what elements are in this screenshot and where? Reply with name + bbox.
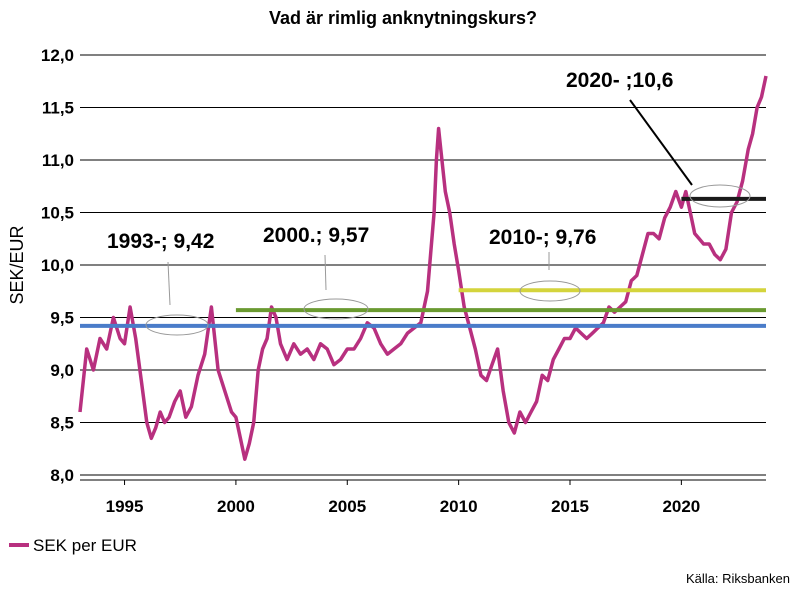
y-tick-label: 9,0	[50, 361, 74, 380]
annotation-2000: 2000.; 9,57	[263, 224, 369, 247]
x-tick-label: 2010	[440, 497, 478, 516]
legend: SEK per EUR	[9, 536, 137, 555]
source-note: Källa: Riksbanken	[686, 571, 790, 586]
data-series	[78, 75, 768, 461]
annotation-ellipse-2010	[519, 280, 581, 302]
y-tick-labels: 8,0 8,5 9,0 9,5 10,0 10,5 11,0 11,5 12,0	[41, 46, 74, 485]
annotation-ellipse-1993	[145, 314, 209, 336]
annotation-pointer-2000	[324, 254, 327, 291]
annotation-pointer-1993	[167, 261, 171, 306]
x-tick-label: 1995	[106, 497, 144, 516]
y-tick-label: 9,5	[50, 309, 74, 328]
y-tick-label: 10,5	[41, 204, 74, 223]
annotation-ellipse-2000	[303, 298, 369, 320]
annotation-2020: 2020- ;10,6	[566, 69, 673, 92]
y-tick-label: 8,0	[50, 466, 74, 485]
annotation-ellipse-2020	[689, 184, 751, 208]
reference-lines	[80, 196, 766, 328]
sek-per-eur-line	[78, 75, 768, 461]
x-tick-labels: 1995 2000 2005 2010 2015 2020	[106, 480, 700, 516]
y-tick-label: 11,5	[42, 99, 74, 118]
chart-title: Vad är rimlig anknytningskurs?	[269, 8, 537, 28]
x-tick-label: 2005	[328, 497, 366, 516]
legend-swatch	[9, 543, 29, 547]
x-tick-label: 2020	[662, 497, 700, 516]
y-gridlines	[80, 54, 766, 481]
x-tick-label: 2015	[551, 497, 589, 516]
y-axis-label: SEK/EUR	[7, 225, 27, 304]
y-tick-label: 11,0	[42, 151, 74, 170]
annotation-1993: 1993-; 9,42	[107, 230, 214, 253]
y-tick-label: 10,0	[41, 256, 74, 275]
x-tick-label: 2000	[217, 497, 255, 516]
y-tick-label: 12,0	[41, 46, 74, 65]
annotations: 1993-; 9,42 2000.; 9,57 2010-; 9,76 2020…	[107, 69, 751, 336]
y-tick-label: 8,5	[50, 414, 74, 433]
annotation-2010: 2010-; 9,76	[489, 226, 596, 249]
legend-label: SEK per EUR	[33, 536, 137, 555]
annotation-pointer-2020	[629, 99, 693, 186]
